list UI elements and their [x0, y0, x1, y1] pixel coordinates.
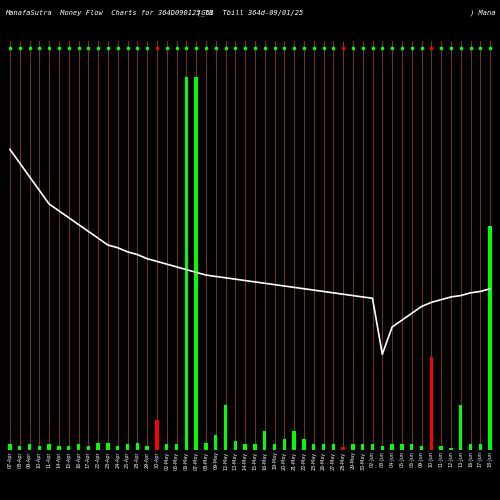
Bar [342, 447, 345, 450]
Bar [312, 444, 316, 450]
Bar [8, 444, 12, 450]
Bar [488, 226, 492, 450]
Bar [282, 439, 286, 450]
Bar [332, 444, 335, 450]
Bar [67, 446, 70, 450]
Bar [390, 444, 394, 450]
Bar [106, 444, 110, 450]
Bar [175, 444, 178, 450]
Bar [48, 444, 51, 450]
Bar [302, 439, 306, 450]
Bar [273, 444, 276, 450]
Bar [204, 444, 208, 450]
Bar [292, 432, 296, 450]
Bar [146, 446, 149, 450]
Bar [28, 444, 31, 450]
Bar [234, 440, 237, 450]
Bar [116, 446, 119, 450]
Bar [38, 446, 41, 450]
Bar [136, 442, 139, 450]
Bar [126, 444, 129, 450]
Bar [361, 444, 364, 450]
Bar [478, 444, 482, 450]
Bar [420, 446, 423, 450]
Bar [400, 444, 404, 450]
Bar [86, 446, 90, 450]
Bar [165, 444, 168, 450]
Bar [253, 444, 256, 450]
Bar [263, 432, 266, 450]
Bar [194, 78, 198, 450]
Bar [184, 78, 188, 450]
Text: (Goi  Tbill 364d-09/01/25: (Goi Tbill 364d-09/01/25 [197, 9, 303, 16]
Bar [430, 357, 433, 450]
Bar [410, 444, 414, 450]
Bar [459, 406, 462, 450]
Bar [371, 444, 374, 450]
Bar [57, 446, 60, 450]
Text: ) Mana: ) Mana [470, 9, 495, 16]
Bar [351, 444, 354, 450]
Bar [18, 446, 22, 450]
Bar [155, 420, 158, 450]
Bar [244, 444, 247, 450]
Bar [380, 446, 384, 450]
Text: ManafaSutra  Money Flow  Charts for 364D090125_TB: ManafaSutra Money Flow Charts for 364D09… [5, 9, 213, 16]
Bar [469, 444, 472, 450]
Bar [440, 446, 443, 450]
Bar [322, 444, 325, 450]
Bar [449, 448, 452, 450]
Bar [96, 442, 100, 450]
Bar [77, 444, 80, 450]
Bar [214, 435, 218, 450]
Bar [224, 406, 227, 450]
